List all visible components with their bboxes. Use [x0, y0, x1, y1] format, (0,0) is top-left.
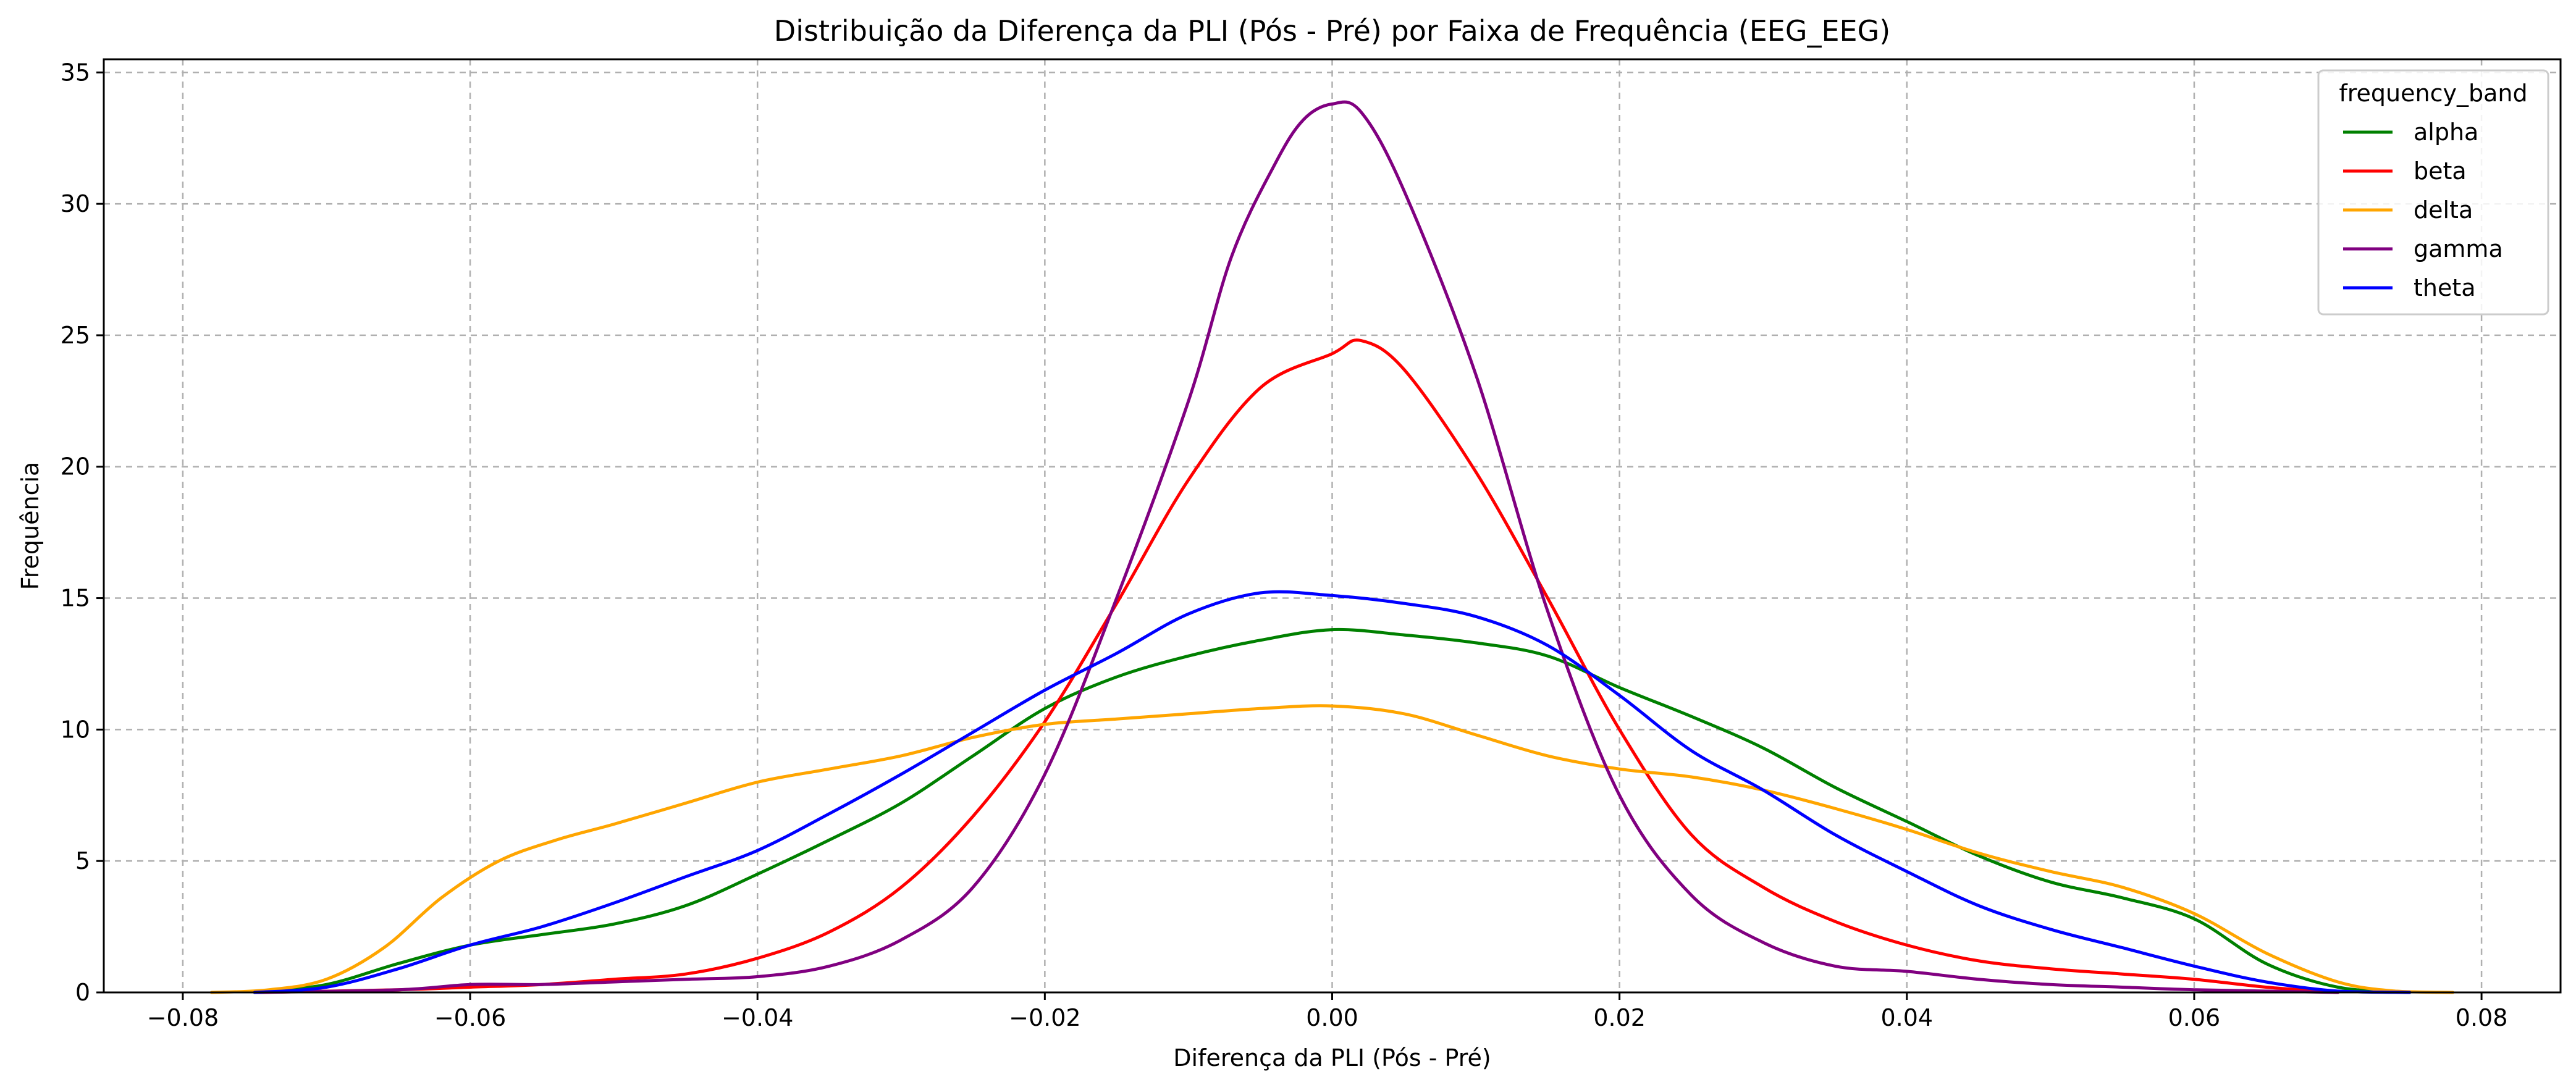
series-line-gamma — [253, 100, 2339, 994]
x-tick-label: 0.08 — [2456, 1004, 2508, 1031]
x-axis: −0.08 −0.06 −0.04 −0.02 0.00 0.02 0.04 0.06 0.08 — [147, 992, 2508, 1031]
x-tick-label: −0.04 — [722, 1004, 793, 1031]
y-tick-label: 0 — [75, 979, 90, 1006]
legend-label-delta: delta — [2414, 196, 2473, 224]
x-axis-label: Diferença da PLI (Pós - Pré) — [1173, 1044, 1491, 1071]
x-tick-label: −0.06 — [434, 1004, 506, 1031]
y-axis: 0 5 10 15 20 25 30 35 — [61, 59, 104, 1006]
chart-title: Distribuição da Diferença da PLI (Pós - … — [774, 14, 1890, 48]
y-tick-label: 15 — [61, 585, 90, 612]
series-line-beta — [253, 338, 2339, 994]
x-tick-label: 0.06 — [2168, 1004, 2221, 1031]
y-tick-label: 20 — [61, 453, 90, 480]
legend-label-gamma: gamma — [2414, 235, 2503, 262]
series-line-delta — [209, 704, 2455, 994]
y-tick-label: 10 — [61, 716, 90, 743]
x-tick-label: −0.08 — [147, 1004, 219, 1031]
legend: frequency_band alpha beta delta gamma theta — [2317, 69, 2549, 316]
y-tick-label: 30 — [61, 190, 90, 217]
legend-label-theta: theta — [2414, 274, 2476, 301]
legend-title: frequency_band — [2339, 80, 2527, 107]
y-tick-label: 25 — [61, 322, 90, 349]
y-axis-label: Frequência — [17, 462, 44, 590]
series-line-theta — [253, 590, 2412, 994]
legend-label-alpha: alpha — [2414, 119, 2478, 146]
x-tick-label: 0.02 — [1593, 1004, 1646, 1031]
x-tick-label: −0.02 — [1009, 1004, 1080, 1031]
legend-label-beta: beta — [2414, 157, 2467, 185]
y-tick-label: 5 — [75, 847, 90, 874]
series-layer — [209, 100, 2455, 994]
y-tick-label: 35 — [61, 59, 90, 86]
x-tick-label: 0.00 — [1306, 1004, 1358, 1031]
grid — [104, 59, 2561, 994]
series-line-alpha — [253, 627, 2412, 994]
x-tick-label: 0.04 — [1880, 1004, 1933, 1031]
legend-items: alpha beta delta gamma theta — [2343, 119, 2503, 301]
